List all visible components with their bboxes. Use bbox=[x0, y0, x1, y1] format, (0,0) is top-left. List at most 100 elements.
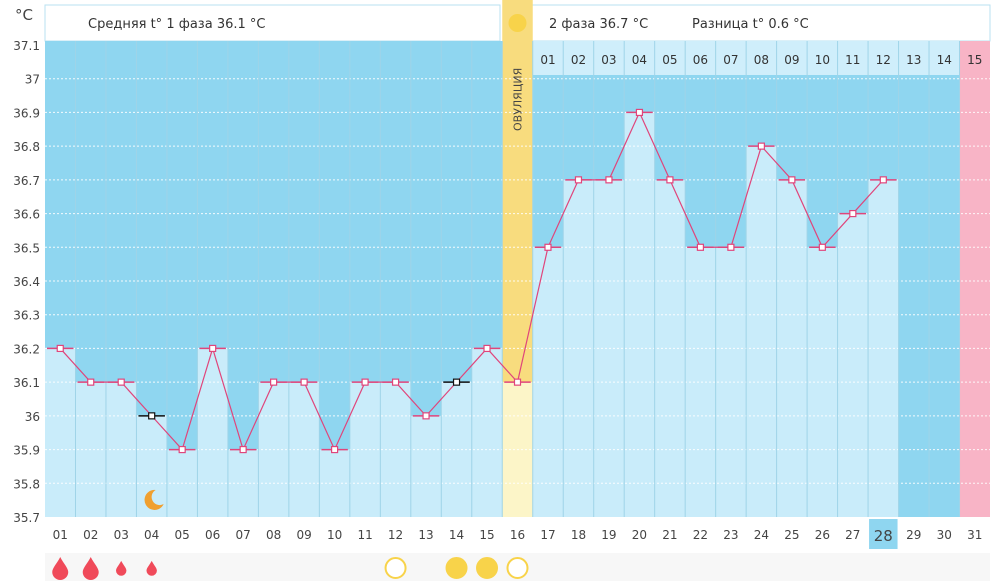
phase2-day-cell bbox=[807, 41, 838, 75]
x-day-label-01: 01 bbox=[53, 528, 68, 542]
temperature-point-22 bbox=[696, 243, 705, 251]
filled-circle-icon bbox=[445, 557, 468, 579]
temperature-point-21 bbox=[666, 176, 674, 184]
temperature-point-06 bbox=[209, 344, 217, 353]
x-day-label-18: 18 bbox=[571, 528, 586, 542]
x-day-label-16: 16 bbox=[510, 528, 525, 542]
y-tick-label: 36.9 bbox=[13, 106, 40, 120]
x-day-label-25: 25 bbox=[784, 528, 799, 542]
phase2-day-label-07: 07 bbox=[723, 53, 738, 67]
x-day-label-28: 28 bbox=[874, 527, 893, 545]
menstruation-drop-icon bbox=[116, 560, 127, 576]
phase2-day-cell bbox=[593, 41, 625, 75]
x-day-label-09: 09 bbox=[296, 528, 311, 542]
temperature-point-26 bbox=[818, 243, 826, 251]
phase2-day-label-09: 09 bbox=[784, 53, 799, 67]
x-day-label-29: 29 bbox=[906, 528, 921, 542]
phase2-day-label-13: 13 bbox=[906, 53, 921, 67]
phase2-day-cell bbox=[959, 41, 990, 75]
phase2-average: 2 фаза 36.7 °C bbox=[549, 17, 648, 32]
temperature-point-18 bbox=[574, 176, 583, 184]
x-day-label-06: 06 bbox=[205, 528, 220, 542]
phase2-day-label-10: 10 bbox=[815, 53, 830, 67]
phase2-day-cell bbox=[624, 41, 655, 75]
phase2-day-label-04: 04 bbox=[632, 53, 647, 67]
temperature-point-25 bbox=[788, 176, 796, 184]
temperature-point-13 bbox=[422, 412, 430, 420]
x-day-label-03: 03 bbox=[114, 528, 129, 542]
x-day-label-31: 31 bbox=[967, 528, 982, 542]
temperature-point-02 bbox=[87, 378, 95, 386]
temperature-bar-24 bbox=[746, 146, 777, 517]
phase1-header-box bbox=[44, 4, 501, 42]
y-tick-label: 36.4 bbox=[13, 275, 40, 289]
ovulation-label: ОВУЛЯЦИЯ bbox=[512, 68, 525, 131]
x-day-label-13: 13 bbox=[418, 528, 433, 542]
temperature-difference: Разница t° 0.6 °C bbox=[692, 17, 809, 32]
temperature-point-11 bbox=[361, 378, 369, 386]
phase2-day-label-02: 02 bbox=[571, 53, 586, 67]
phase2-day-cell bbox=[929, 41, 960, 75]
y-tick-label: 36.5 bbox=[13, 241, 40, 255]
phase2-day-label-01: 01 bbox=[540, 53, 555, 67]
temperature-point-16 bbox=[513, 378, 522, 386]
x-day-label-27: 27 bbox=[845, 528, 860, 542]
phase2-day-cell bbox=[715, 41, 747, 75]
temperature-point-01 bbox=[56, 344, 64, 353]
x-day-label-07: 07 bbox=[236, 528, 251, 542]
phase2-day-cell bbox=[685, 41, 716, 75]
temperature-point-20 bbox=[635, 108, 644, 117]
empty-circle-icon bbox=[506, 557, 529, 579]
today-highlight bbox=[869, 519, 898, 549]
temperature-point-08 bbox=[270, 378, 278, 386]
x-day-label-30: 30 bbox=[937, 528, 952, 542]
x-day-label-20: 20 bbox=[632, 528, 647, 542]
temperature-point-28 bbox=[879, 176, 887, 184]
y-tick-label: 36.3 bbox=[13, 309, 40, 323]
x-day-label-08: 08 bbox=[266, 528, 281, 542]
temperature-point-09 bbox=[300, 378, 308, 386]
phase2-day-cell bbox=[868, 41, 899, 75]
phase2-day-label-14: 14 bbox=[937, 53, 952, 67]
phase2-day-label-05: 05 bbox=[662, 53, 677, 67]
x-day-label-17: 17 bbox=[540, 528, 555, 542]
temperature-point-12 bbox=[391, 378, 400, 386]
temperature-point-19 bbox=[605, 176, 613, 184]
y-tick-label: 36.7 bbox=[13, 174, 40, 188]
phase2-day-cell bbox=[532, 41, 564, 75]
y-tick-label: 36 bbox=[25, 410, 40, 424]
x-day-label-21: 21 bbox=[662, 528, 677, 542]
menstruation-drop-icon bbox=[52, 557, 69, 580]
x-day-label-02: 02 bbox=[83, 528, 98, 542]
temperature-point-10 bbox=[330, 445, 339, 454]
phase2-day-cell bbox=[654, 41, 686, 75]
temperature-bar-06 bbox=[197, 348, 228, 517]
temperature-bar-01 bbox=[45, 348, 76, 517]
x-day-label-04: 04 bbox=[144, 528, 159, 542]
phase2-day-cell bbox=[837, 41, 869, 75]
empty-circle-icon bbox=[384, 557, 407, 579]
x-day-label-15: 15 bbox=[479, 528, 494, 542]
phase2-header-box bbox=[530, 4, 991, 42]
phase2-day-label-15: 15 bbox=[967, 53, 982, 67]
x-day-label-12: 12 bbox=[388, 528, 403, 542]
temperature-bar-27 bbox=[837, 213, 869, 518]
temperature-point-04 bbox=[148, 412, 156, 420]
x-day-label-22: 22 bbox=[693, 528, 708, 542]
y-tick-label: 35.8 bbox=[13, 477, 40, 491]
temperature-point-07 bbox=[239, 445, 247, 454]
temperature-bar-15 bbox=[471, 348, 503, 517]
temperature-point-15 bbox=[483, 344, 491, 353]
x-day-label-24: 24 bbox=[754, 528, 769, 542]
y-tick-label: 36.6 bbox=[13, 208, 40, 222]
temperature-point-03 bbox=[117, 378, 125, 386]
phase2-day-label-06: 06 bbox=[693, 53, 708, 67]
y-tick-label: 36.8 bbox=[13, 140, 40, 154]
phase2-day-cell bbox=[563, 41, 594, 75]
y-tick-label: 35.9 bbox=[13, 444, 40, 458]
x-day-label-05: 05 bbox=[175, 528, 190, 542]
x-day-label-14: 14 bbox=[449, 528, 464, 542]
filled-circle-icon bbox=[476, 557, 499, 579]
temperature-point-23 bbox=[727, 243, 735, 251]
phase2-day-label-03: 03 bbox=[601, 53, 616, 67]
